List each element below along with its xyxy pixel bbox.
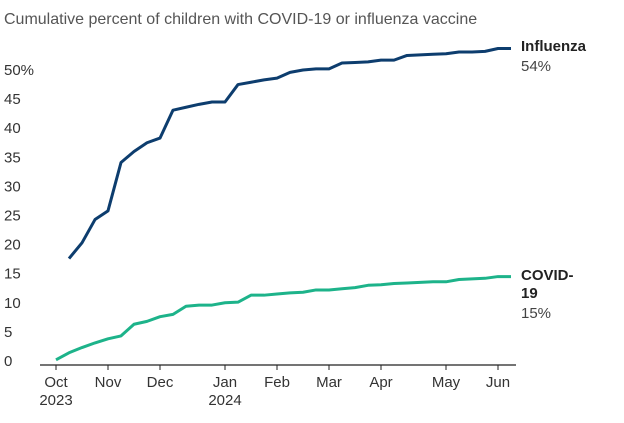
series-line xyxy=(67,46,511,260)
y-tick-label: 35 xyxy=(4,149,21,166)
x-tick-label: Dec xyxy=(146,374,174,391)
x-tick-label: Nov xyxy=(94,374,122,391)
y-tick-label: 20 xyxy=(4,237,21,254)
y-tick-label: 0 xyxy=(4,353,12,370)
y-tick-label: 10 xyxy=(4,295,21,312)
y-tick-label: 30 xyxy=(4,178,21,195)
x-tick-label: Feb xyxy=(264,374,290,391)
series-label: Influenza xyxy=(521,38,587,56)
y-tick-label: 25 xyxy=(4,208,21,225)
y-tick-label: 15 xyxy=(4,266,21,283)
x-tick-label: Jan 2024 xyxy=(208,374,242,409)
series-value-label: 15% xyxy=(521,304,552,322)
series-line xyxy=(55,275,511,362)
x-tick-label: Mar xyxy=(316,374,342,391)
x-tick-label: Oct 2023 xyxy=(39,374,73,409)
chart-title: Cumulative percent of children with COVI… xyxy=(4,11,477,28)
series-value-label: 54% xyxy=(521,58,552,76)
y-tick-label: 5 xyxy=(4,324,12,341)
x-tick-label: Jun xyxy=(485,374,511,391)
x-tick-label: May xyxy=(431,374,461,391)
series-label: COVID-19 xyxy=(521,266,574,302)
y-tick-label: 40 xyxy=(4,120,21,137)
y-tick-label: 50% xyxy=(4,62,34,79)
y-tick-label: 45 xyxy=(4,91,21,108)
x-tick-label: Apr xyxy=(369,374,393,391)
